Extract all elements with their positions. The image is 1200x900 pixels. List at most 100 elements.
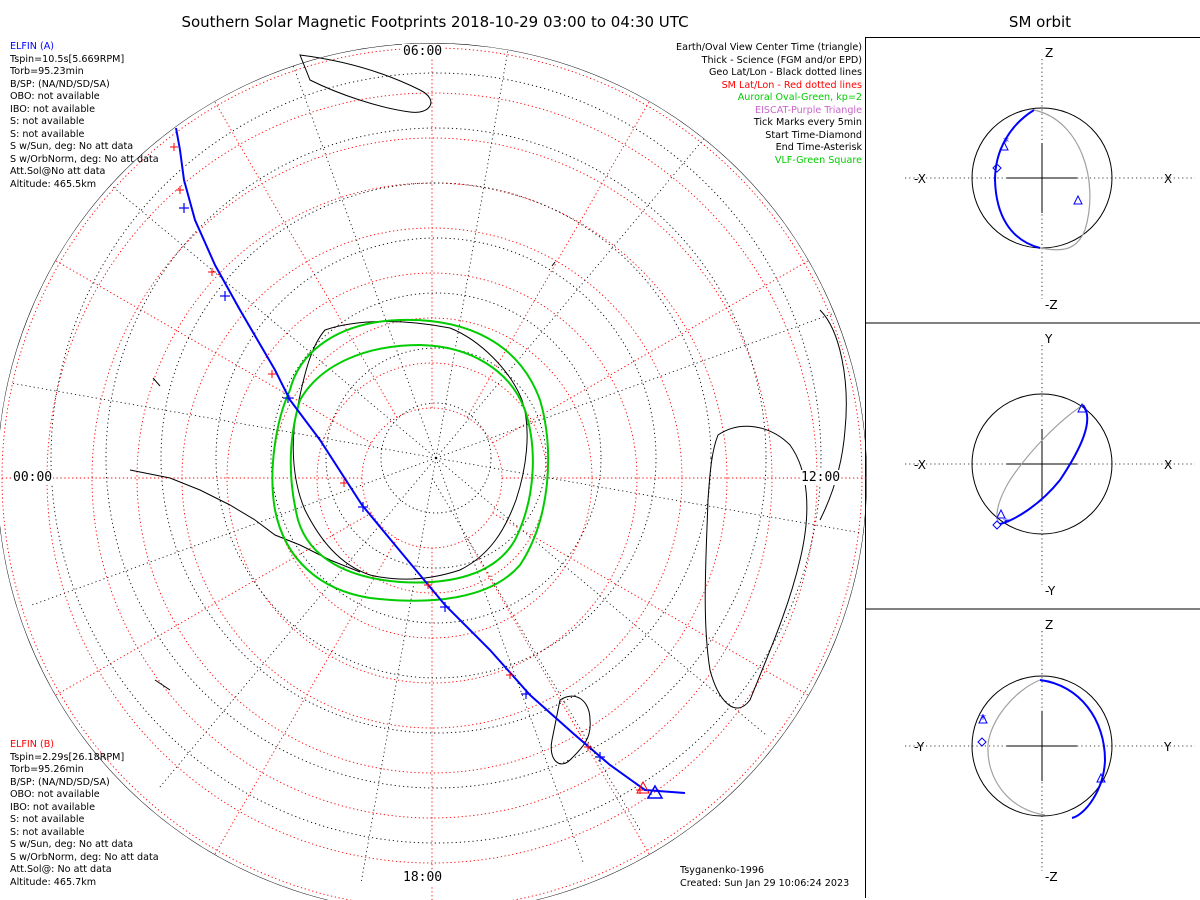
- orbit-track-elfin-a: [993, 109, 1041, 249]
- orbit-axis-label: -Z: [1045, 298, 1058, 312]
- elfin-b-att-sol: Att.Sol@: No att data: [10, 864, 112, 875]
- auroral-oval-outer: [271, 318, 550, 602]
- clock-label-18: 18:00: [402, 870, 444, 885]
- orbit-triangle-marker: [978, 713, 988, 724]
- clock-label-00: 00:00: [12, 470, 54, 485]
- elfin-a-s-sun: S w/Sun, deg: No att data: [10, 141, 134, 152]
- geo-latitude-circle: [160, 182, 712, 734]
- legend-entry: End Time-Asterisk: [775, 142, 862, 153]
- view-center-meridian: [431, 477, 641, 831]
- legend-entry: Geo Lat/Lon - Black dotted lines: [708, 67, 862, 78]
- orbit-axis-label: -X: [914, 172, 926, 186]
- orbit-axis-label: Y: [1044, 332, 1053, 346]
- orbit-axis-label: -Y: [914, 740, 925, 754]
- legend-entry: Tick Marks every 5min: [753, 117, 862, 128]
- elfin-a-bsp: B/SP: (NA/ND/SD/SA): [10, 78, 110, 90]
- orbit-start-diamond: [992, 163, 1002, 173]
- geo-latitude-circle: [270, 292, 602, 624]
- elfin-b-bsp: B/SP: (NA/ND/SD/SA): [10, 776, 110, 788]
- legend-entry: VLF-Green Square: [774, 154, 862, 166]
- sm-latitude-circle: [136, 182, 728, 774]
- orbit-end-asterisk: *: [1003, 135, 1009, 149]
- orbit-end-asterisk: *: [1003, 516, 1009, 530]
- orbit-axis-label: X: [1164, 458, 1172, 472]
- elfin-b-torb: Torb=95.26min: [10, 764, 84, 775]
- geo-meridian: [435, 310, 841, 459]
- sm-meridian: [55, 260, 372, 444]
- elfin-a-view-center-triangle: [646, 784, 664, 799]
- footer: Tsyganenko-1996 Created: Sun Jan 29 10:0…: [680, 865, 849, 890]
- model-label: Tsyganenko-1996: [680, 865, 765, 876]
- orbit-track-grey: [987, 679, 1046, 816]
- orbit-triangle-marker: [1073, 194, 1083, 205]
- elfin-a-att-sol: Att.Sol@No att data: [10, 166, 106, 177]
- orbit-start-diamond: [977, 737, 987, 747]
- elfin-b-s-sun: S w/Sun, deg: No att data: [10, 839, 134, 850]
- elfin-a-torb: Torb=95.23min: [10, 66, 84, 77]
- elfin-b-s2: S: not available: [10, 826, 85, 838]
- orbit-axis-label: Z: [1045, 618, 1053, 632]
- geo-meridian: [288, 53, 437, 459]
- geo-meridian: [159, 457, 437, 788]
- geo-meridian: [106, 181, 437, 459]
- coastline: [550, 695, 591, 765]
- elfin-b-view-center-triangle: [636, 780, 650, 794]
- orbit-panel-title: SM orbit: [1008, 13, 1072, 31]
- legend-entry: Auroral Oval-Green, kp=2: [737, 92, 862, 103]
- geo-meridian: [360, 457, 437, 882]
- elfin-b-altitude: Altitude: 465.7km: [10, 876, 97, 888]
- elfin-b-name: ELFIN (B): [10, 739, 55, 750]
- geo-meridian: [435, 457, 860, 534]
- elfin-a-ibo: IBO: not available: [10, 103, 95, 115]
- auroral-oval-inner: [289, 343, 534, 584]
- sm-meridian: [492, 260, 809, 444]
- orbit-triangle-marker: [996, 508, 1006, 519]
- sm-meridian: [466, 538, 650, 855]
- orbit-panels-frame: [865, 37, 1200, 898]
- coastline: [704, 425, 808, 709]
- orbit-track-elfin-a: [999, 404, 1089, 525]
- chart-title: Southern Solar Magnetic Footprints 2018-…: [181, 13, 689, 31]
- clock-label-06: 06:00: [402, 44, 444, 59]
- geo-meridian: [12, 382, 437, 459]
- orbit-axis-label: Z: [1045, 46, 1053, 60]
- elfin-a-footprint-track: [175, 127, 686, 794]
- coastline: [154, 679, 171, 691]
- orbit-axis-label: Y: [1163, 740, 1172, 754]
- orbit-end-asterisk: *: [980, 712, 986, 726]
- elfin-a-altitude: Altitude: 465.5km: [10, 178, 97, 190]
- geo-meridian: [435, 43, 512, 459]
- legend-entry: Earth/Oval View Center Time (triangle): [676, 42, 862, 53]
- elfin-a-s2: S: not available: [10, 128, 85, 140]
- geo-latitude-circle: [50, 72, 822, 844]
- coastline: [152, 377, 161, 387]
- sm-meridian: [214, 538, 398, 855]
- orbit-triangle-marker: [1096, 772, 1106, 783]
- geo-meridian: [435, 457, 766, 735]
- legend: Earth/Oval View Center Time (triangle) T…: [676, 42, 862, 167]
- created-timestamp: Created: Sun Jan 29 10:06:24 2023: [680, 877, 850, 889]
- orbit-track-elfin-a: [1039, 679, 1107, 819]
- orbit-axis-label: -X: [914, 458, 926, 472]
- geo-latitude-circle: [215, 237, 657, 679]
- sm-meridian: [492, 512, 809, 696]
- orbit-axis-label: -Z: [1045, 870, 1058, 884]
- legend-entry: SM Lat/Lon - Red dotted lines: [721, 79, 862, 91]
- elfin-a-name: ELFIN (A): [10, 41, 55, 52]
- orbit-axis-label: -Y: [1045, 584, 1056, 598]
- orbit-start-diamond: [992, 520, 1002, 530]
- earth-outline: [971, 675, 1113, 817]
- legend-entry: EISCAT-Purple Triangle: [755, 104, 862, 116]
- geo-latitude-circle: [105, 127, 767, 789]
- sm-latitude-circle: [226, 272, 638, 684]
- elfin-b-s1: S: not available: [10, 814, 85, 825]
- elfin-a-s-orbnorm: S w/OrbNorm, deg: No att data: [10, 153, 159, 165]
- elfin-b-info: ELFIN (B) Tspin=2.29s[26.18RPM] Torb=95.…: [10, 739, 159, 889]
- elfin-b-tspin: Tspin=2.29s[26.18RPM]: [10, 751, 125, 763]
- orbit-triangle-marker: [999, 140, 1009, 151]
- legend-entry: Start Time-Diamond: [765, 129, 862, 141]
- elfin-a-info: ELFIN (A) Tspin=10.5s[5.669RPM] Torb=95.…: [10, 41, 159, 191]
- geo-meridian: [31, 457, 437, 606]
- geo-meridian: [435, 128, 713, 459]
